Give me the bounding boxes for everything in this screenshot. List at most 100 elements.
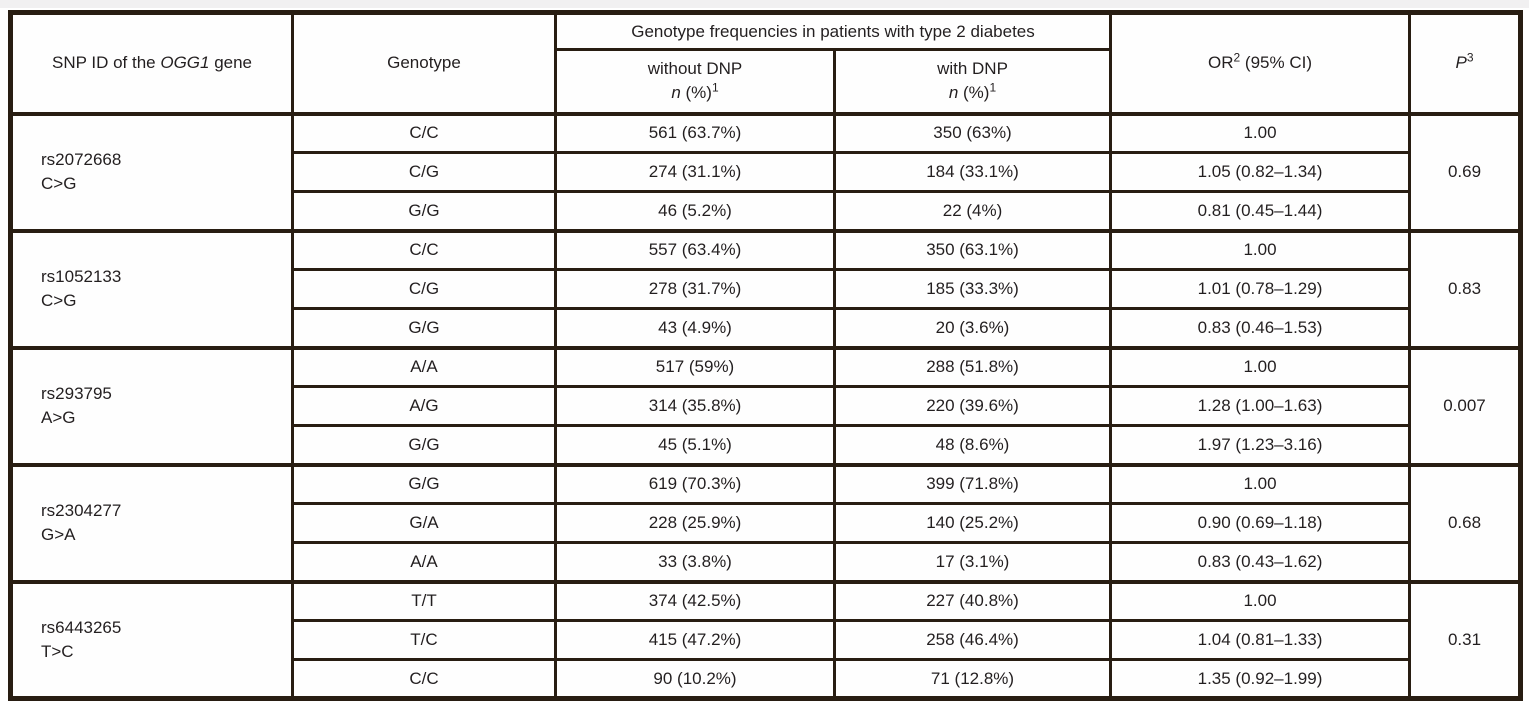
genotype-value: G/G	[291, 424, 557, 466]
or-value: 1.05 (0.82–1.34)	[1109, 151, 1411, 193]
snp-cell-rs293795: rs293795 A>G	[9, 345, 294, 466]
or-value: 0.83 (0.43–1.62)	[1109, 541, 1411, 583]
or-value: 0.81 (0.45–1.44)	[1109, 190, 1411, 232]
header-p-label: P	[1455, 53, 1467, 73]
snp-cell-rs2072668: rs2072668 C>G	[9, 111, 294, 232]
or-value: 0.83 (0.46–1.53)	[1109, 307, 1411, 349]
snp-cell-rs2304277: rs2304277 G>A	[9, 462, 294, 583]
header-snp-suffix: gene	[209, 53, 253, 73]
header-genotype: Genotype	[291, 11, 557, 115]
header-without-footnote: 1	[711, 80, 719, 95]
with-dnp-value: 20 (3.6%)	[833, 307, 1112, 349]
with-dnp-value: 227 (40.8%)	[833, 579, 1112, 622]
header-gene-name: OGG1	[160, 53, 210, 73]
table-row: G/G 46 (5.2%) 22 (4%) 0.81 (0.45–1.44)	[11, 190, 1521, 232]
table-row: rs1052133 C>G C/C 557 (63.4%) 350 (63.1%)…	[9, 228, 1522, 349]
snp-id: rs2304277	[41, 501, 122, 521]
header-or-rest: (95% CI)	[1240, 53, 1312, 73]
without-dnp-value: 274 (31.1%)	[554, 151, 836, 193]
header-or-footnote: 2	[1233, 50, 1241, 65]
or-value: 1.97 (1.23–3.16)	[1109, 424, 1411, 466]
table-row: rs6443265 T>C T/T 374 (42.5%) 227 (40.8%)…	[9, 579, 1522, 700]
snp-change: A>G	[41, 408, 76, 427]
table-row: rs2304277 G>A G/G 619 (70.3%) 399 (71.8%)…	[9, 462, 1522, 583]
without-dnp-value: 374 (42.5%)	[554, 579, 836, 622]
header-row-1: SNP ID of the OGG1 gene Genotype Genotyp…	[9, 11, 1522, 115]
genotype-value: A/A	[291, 345, 557, 388]
or-value: 1.00	[1109, 228, 1411, 271]
header-p-footnote: 3	[1466, 50, 1474, 65]
snp-cell-rs1052133: rs1052133 C>G	[9, 228, 294, 349]
header-p-value: P3	[1408, 11, 1522, 115]
without-dnp-value: 619 (70.3%)	[554, 462, 836, 505]
p-value: 0.83	[1408, 228, 1522, 349]
snp-id: rs2072668	[41, 150, 122, 170]
snp-id: rs293795	[41, 384, 112, 404]
with-dnp-value: 220 (39.6%)	[833, 385, 1112, 427]
p-value: 0.007	[1408, 345, 1522, 466]
header-or-label: OR	[1208, 53, 1234, 73]
header-with-pct: (%)	[958, 83, 990, 103]
snp-change: T>C	[41, 641, 74, 661]
without-dnp-value: 43 (4.9%)	[554, 307, 836, 349]
snp-cell-rs6443265: rs6443265 T>C	[9, 579, 294, 700]
or-value: 1.00	[1109, 345, 1411, 388]
with-dnp-value: 350 (63.1%)	[833, 228, 1112, 271]
with-dnp-value: 258 (46.4%)	[833, 619, 1112, 661]
genotype-value: C/C	[291, 658, 557, 700]
header-without-dnp-label: without DNP	[647, 58, 743, 78]
header-with-dnp: with DNP n (%)1	[833, 48, 1112, 115]
table-row: C/G 274 (31.1%) 184 (33.1%) 1.05 (0.82–1…	[11, 151, 1521, 193]
snp-id: rs1052133	[41, 267, 122, 287]
with-dnp-value: 140 (25.2%)	[833, 502, 1112, 544]
genotype-value: A/A	[291, 541, 557, 583]
snp-change: G>A	[41, 525, 76, 544]
genotype-value: A/G	[291, 385, 557, 427]
table-row: T/C 415 (47.2%) 258 (46.4%) 1.04 (0.81–1…	[11, 619, 1521, 661]
table-row: G/G 43 (4.9%) 20 (3.6%) 0.83 (0.46–1.53)	[11, 307, 1521, 349]
page-top-strip	[0, 0, 1529, 8]
snp-change: C>G	[41, 174, 77, 193]
with-dnp-value: 288 (51.8%)	[833, 345, 1112, 388]
table-row: G/G 45 (5.1%) 48 (8.6%) 1.97 (1.23–3.16)	[11, 424, 1521, 466]
table-row: G/A 228 (25.9%) 140 (25.2%) 0.90 (0.69–1…	[11, 502, 1521, 544]
without-dnp-value: 33 (3.8%)	[554, 541, 836, 583]
table-row: rs293795 A>G A/A 517 (59%) 288 (51.8%) 1.…	[9, 345, 1522, 466]
without-dnp-value: 90 (10.2%)	[554, 658, 836, 700]
table-row: A/G 314 (35.8%) 220 (39.6%) 1.28 (1.00–1…	[11, 385, 1521, 427]
or-value: 1.28 (1.00–1.63)	[1109, 385, 1411, 427]
without-dnp-value: 45 (5.1%)	[554, 424, 836, 466]
without-dnp-value: 228 (25.9%)	[554, 502, 836, 544]
table-row: C/C 90 (10.2%) 71 (12.8%) 1.35 (0.92–1.9…	[11, 658, 1521, 700]
header-odds-ratio: OR2 (95% CI)	[1109, 11, 1411, 115]
genotype-value: G/A	[291, 502, 557, 544]
p-value: 0.31	[1408, 579, 1522, 700]
genotype-value: T/T	[291, 579, 557, 622]
genotype-value: T/C	[291, 619, 557, 661]
genotype-value: C/C	[291, 111, 557, 154]
without-dnp-value: 557 (63.4%)	[554, 228, 836, 271]
header-without-n: n	[671, 83, 681, 103]
with-dnp-value: 22 (4%)	[833, 190, 1112, 232]
without-dnp-value: 415 (47.2%)	[554, 619, 836, 661]
table-row: A/A 33 (3.8%) 17 (3.1%) 0.83 (0.43–1.62)	[11, 541, 1521, 583]
table-row: rs2072668 C>G C/C 561 (63.7%) 350 (63%) 1…	[9, 111, 1522, 232]
genotype-value: G/G	[291, 462, 557, 505]
genotype-value: C/G	[291, 151, 557, 193]
header-without-pct: (%)	[680, 83, 712, 103]
or-value: 1.01 (0.78–1.29)	[1109, 268, 1411, 310]
genotype-value: C/C	[291, 228, 557, 271]
header-snp-prefix: SNP ID of the	[51, 53, 161, 73]
or-value: 1.00	[1109, 579, 1411, 622]
without-dnp-value: 517 (59%)	[554, 345, 836, 388]
with-dnp-value: 399 (71.8%)	[833, 462, 1112, 505]
genotype-value: G/G	[291, 307, 557, 349]
genotype-value: G/G	[291, 190, 557, 232]
with-dnp-value: 350 (63%)	[833, 111, 1112, 154]
or-value: 1.00	[1109, 111, 1411, 154]
with-dnp-value: 184 (33.1%)	[833, 151, 1112, 193]
header-frequency-group: Genotype frequencies in patients with ty…	[554, 11, 1112, 51]
genotype-frequency-table: SNP ID of the OGG1 gene Genotype Genotyp…	[8, 10, 1523, 701]
without-dnp-value: 561 (63.7%)	[554, 111, 836, 154]
or-value: 1.04 (0.81–1.33)	[1109, 619, 1411, 661]
